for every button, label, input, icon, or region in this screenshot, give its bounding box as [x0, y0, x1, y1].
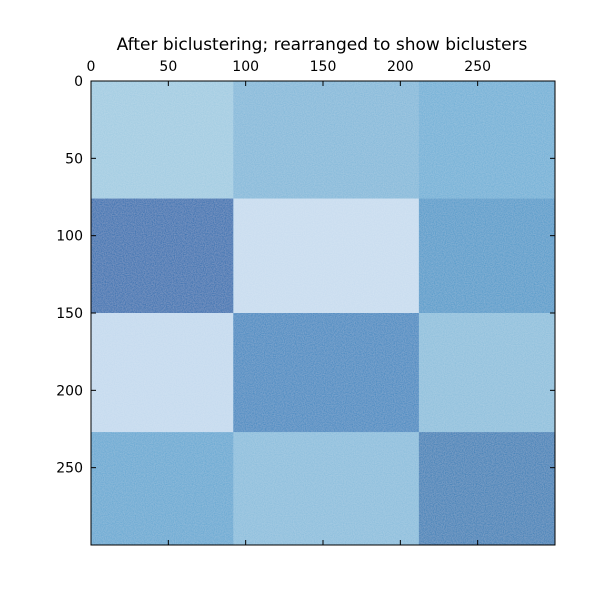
heatmap-block: [91, 313, 234, 433]
y-tick-label: 250: [56, 461, 83, 477]
heatmap-block: [91, 198, 234, 314]
x-tick-label: 250: [464, 59, 491, 75]
heatmap-cells: [91, 81, 556, 546]
heatmap-block: [418, 313, 556, 433]
heatmap-block: [418, 198, 556, 314]
heatmap-block: [418, 432, 556, 546]
heatmap-block: [418, 81, 556, 199]
y-tick-label: 150: [56, 306, 83, 322]
x-tick-label: 200: [387, 59, 414, 75]
heatmap-block: [233, 81, 420, 199]
heatmap-block: [91, 432, 234, 546]
chart-title: After biclustering; rearranged to show b…: [117, 35, 528, 55]
heatmap-block: [91, 81, 234, 199]
x-tick-label: 100: [232, 59, 259, 75]
heatmap-block: [233, 198, 420, 314]
heatmap-block: [233, 313, 420, 433]
y-tick-label: 100: [56, 229, 83, 245]
x-tick-label: 0: [87, 59, 96, 75]
axis-ticks: 0 50 100 150 200 250 0 50 100 150 200 250: [56, 59, 555, 545]
x-tick-label: 150: [310, 59, 337, 75]
x-tick-label: 50: [159, 59, 177, 75]
y-tick-label: 50: [65, 151, 83, 167]
y-tick-label: 200: [56, 383, 83, 399]
heatmap-block: [233, 432, 420, 546]
y-tick-label: 0: [74, 74, 83, 90]
